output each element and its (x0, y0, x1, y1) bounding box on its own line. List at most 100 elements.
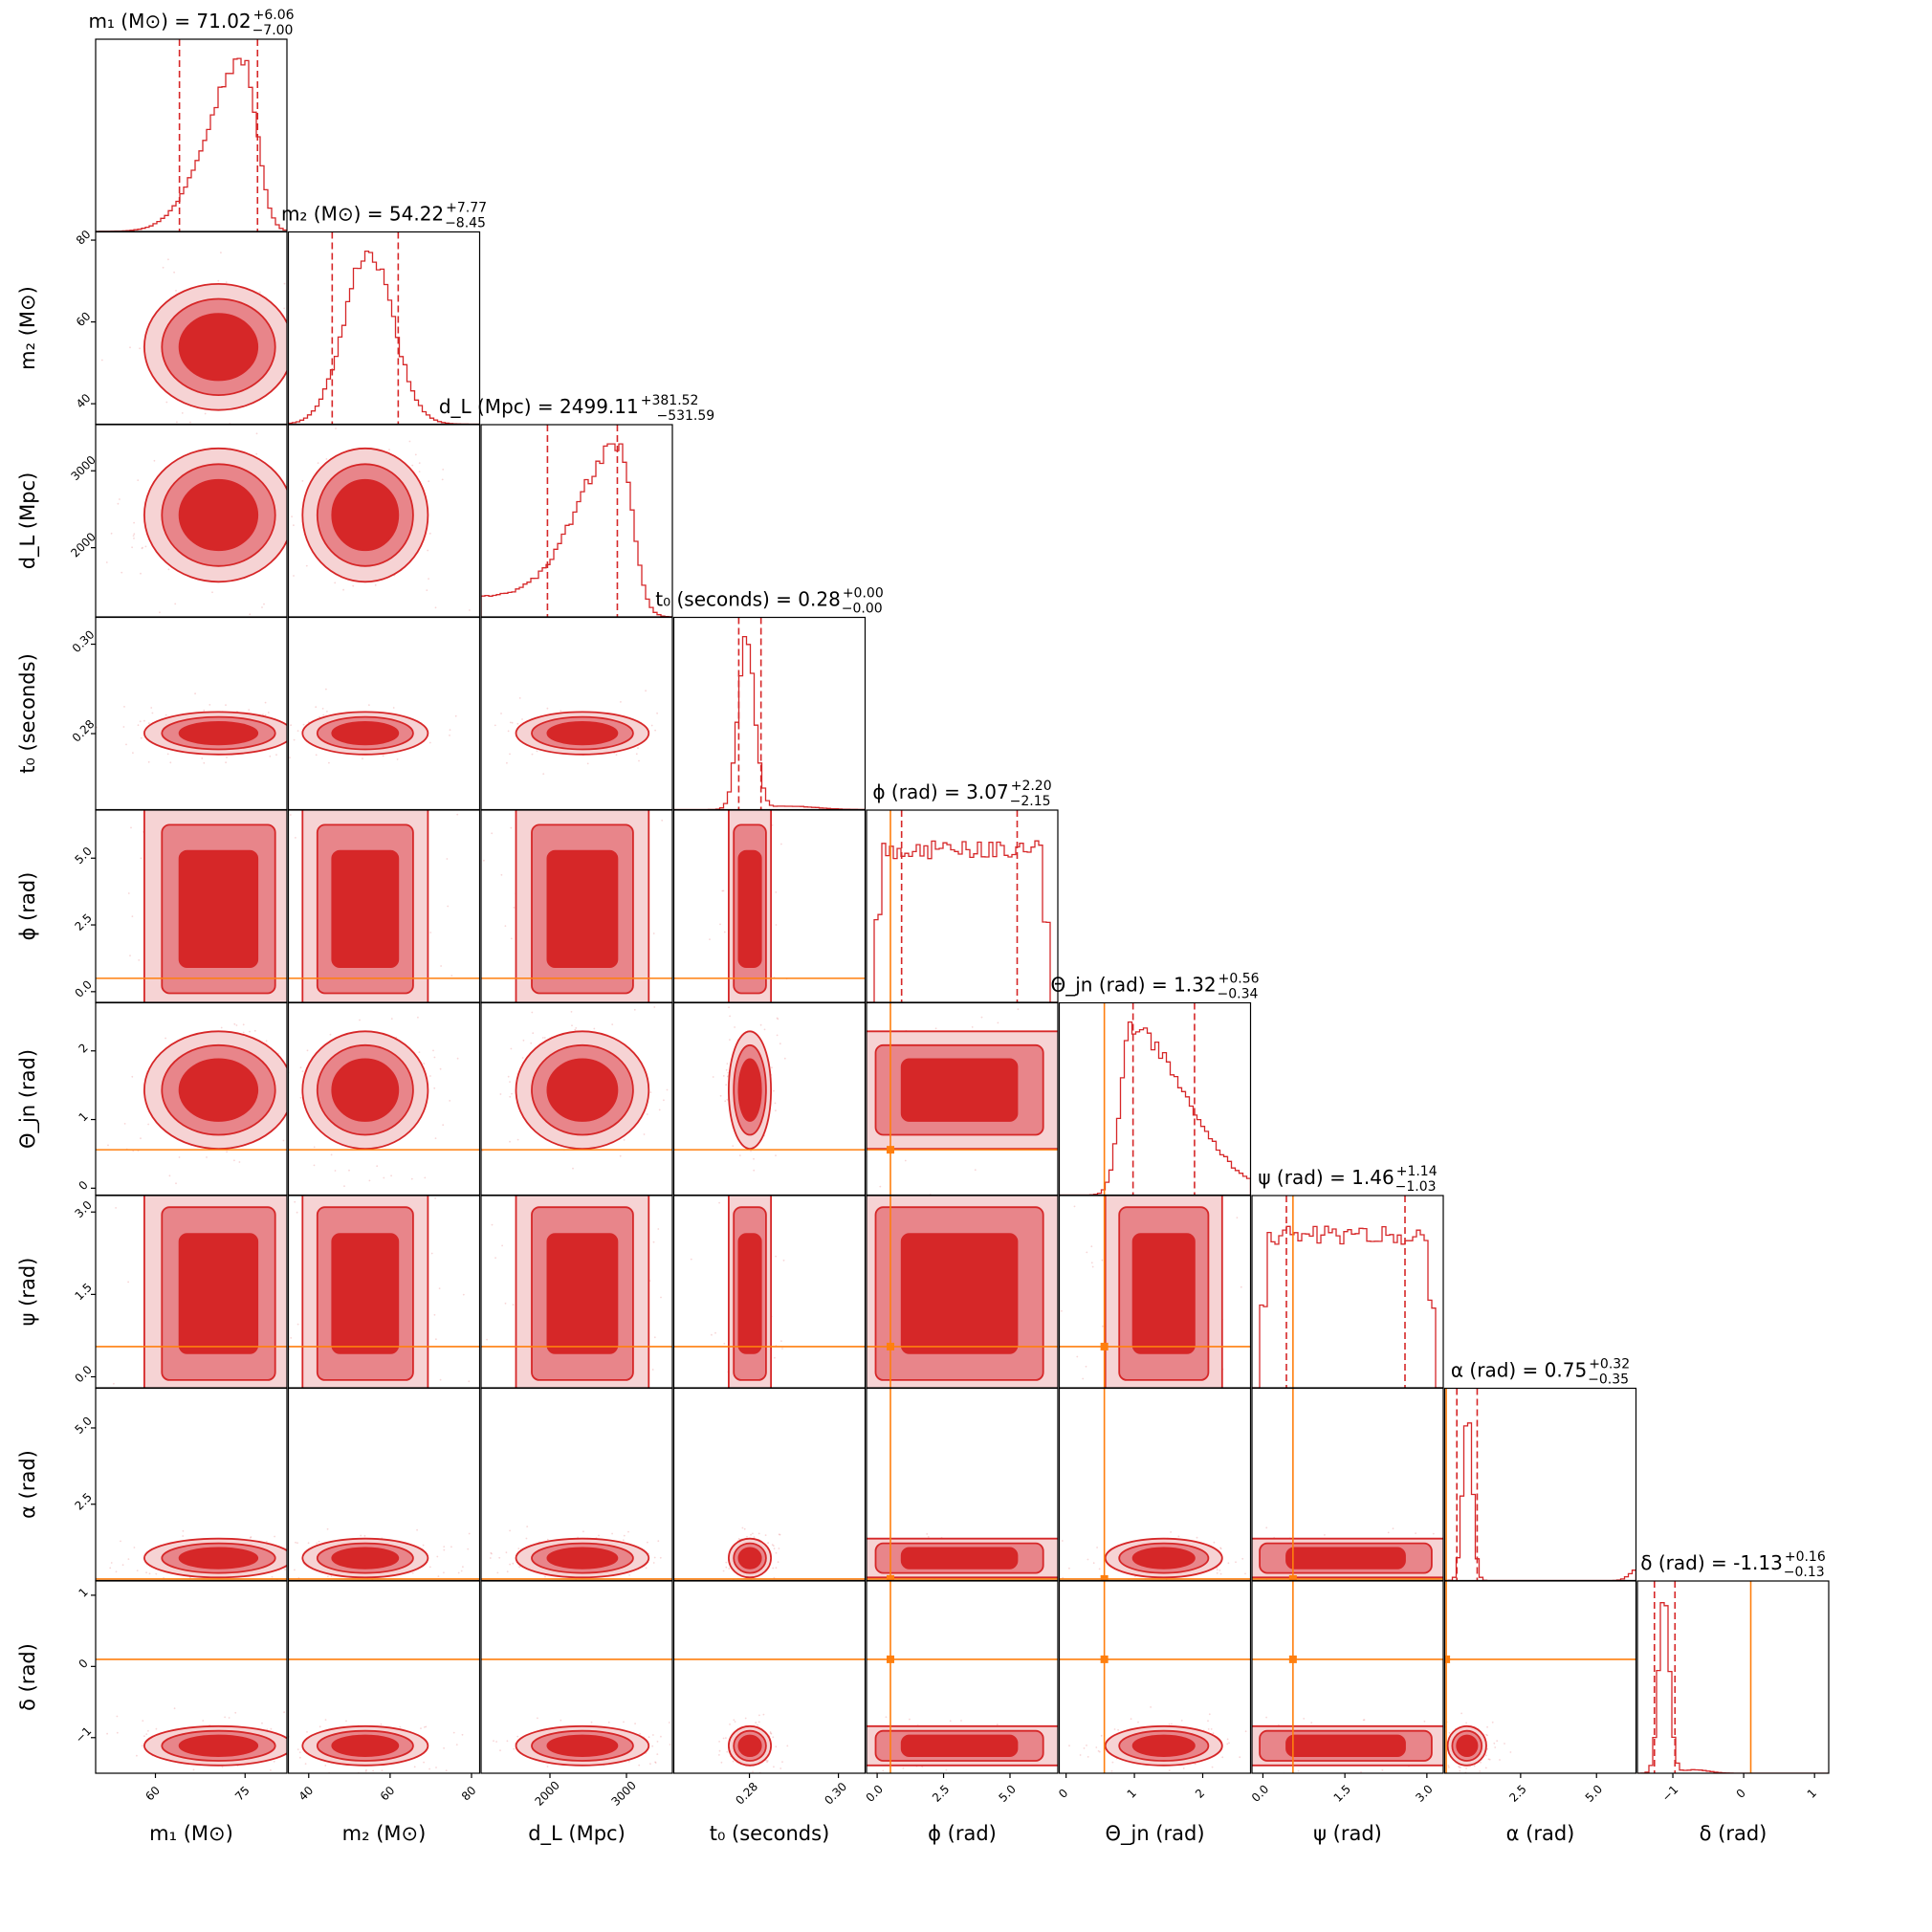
sample-point (306, 1731, 308, 1733)
sample-point (1137, 1084, 1139, 1086)
sample-point (650, 724, 653, 727)
panel-frame (672, 1580, 867, 1774)
sample-point (443, 1571, 445, 1574)
hist-panel-theta_jn: Θ_jn (rad) = 1.32 +0.56 −0.34 (1050, 972, 1260, 1197)
sample-point (645, 1567, 648, 1570)
sample-point (266, 1017, 268, 1019)
sample-point (491, 832, 494, 835)
sample-point (748, 1589, 750, 1591)
sample-point (771, 1544, 774, 1546)
sample-point (147, 1123, 150, 1126)
sample-point (1415, 1532, 1416, 1534)
xtick-label-phi: 2.5 (930, 1782, 952, 1804)
sample-point (423, 1063, 426, 1065)
ytick-label-dL: 3000 (68, 453, 98, 483)
sample-point (757, 774, 758, 776)
sample-point (623, 1139, 626, 1141)
sample-point (449, 729, 451, 731)
sample-point (368, 1179, 371, 1182)
panel-title-delta: δ (rad) = -1.13 +0.16 −0.13 (1640, 1549, 1826, 1580)
sample-point (315, 754, 318, 757)
scatter-panel-phi-alpha (866, 1387, 1059, 1582)
contour-c1 (331, 721, 400, 746)
sample-point (598, 1534, 600, 1537)
sample-point (102, 1778, 104, 1780)
sample-point (255, 1155, 257, 1157)
sample-point (1485, 1754, 1487, 1757)
sample-point (1392, 1527, 1394, 1530)
sample-point (462, 1293, 465, 1296)
sample-point (443, 1548, 446, 1551)
sample-point (313, 1164, 316, 1167)
sample-point (500, 713, 502, 714)
sample-point (509, 1081, 511, 1083)
contour-c1 (1456, 1734, 1479, 1758)
sample-point (737, 1538, 740, 1540)
sample-point (766, 1760, 769, 1762)
sample-point (433, 1087, 436, 1089)
sample-point (494, 724, 496, 727)
sample-point (752, 1770, 754, 1773)
sample-point (734, 1144, 735, 1146)
histogram-delta (1637, 1602, 1829, 1773)
sample-point (169, 761, 172, 764)
sample-point (627, 1530, 629, 1533)
sample-point (1238, 1527, 1240, 1529)
sample-point (526, 1526, 529, 1527)
sample-point (1017, 1008, 1020, 1011)
sample-point (433, 1313, 436, 1316)
sample-point (450, 1546, 452, 1548)
sample-point (769, 1732, 772, 1734)
sample-point (1098, 1568, 1101, 1570)
sample-point (509, 1095, 512, 1098)
sample-point (714, 1331, 716, 1334)
sample-point (923, 998, 925, 999)
scatter-panel-phi-theta_jn (866, 998, 1139, 1197)
sample-point (637, 747, 639, 750)
sample-point (268, 1166, 270, 1168)
truth-marker (1100, 1342, 1109, 1350)
sample-point (412, 1162, 414, 1164)
sample-point (711, 1333, 713, 1336)
sample-point (207, 1452, 209, 1454)
sample-point (330, 1575, 333, 1577)
sample-point (1258, 1417, 1260, 1419)
sample-point (654, 729, 656, 732)
sample-point (518, 1566, 520, 1569)
sample-point (242, 1031, 245, 1034)
sample-point (145, 1571, 148, 1574)
sample-point (904, 1159, 907, 1162)
sample-point (1100, 1124, 1102, 1126)
sample-point (1097, 1749, 1100, 1752)
sample-point (688, 733, 690, 735)
sample-point (1117, 1728, 1119, 1731)
panel-title-minus-theta_jn: −0.34 (1218, 987, 1259, 1002)
sample-point (1220, 1726, 1222, 1728)
sample-point (93, 995, 95, 997)
sample-point (993, 1464, 995, 1466)
sample-point (1240, 1562, 1242, 1564)
sample-point (445, 1769, 448, 1772)
sample-point (602, 1587, 604, 1589)
sample-point (384, 1168, 385, 1170)
sample-point (370, 1023, 372, 1025)
sample-point (227, 1394, 229, 1396)
sample-point (296, 1542, 298, 1545)
sample-point (1087, 1117, 1089, 1119)
sample-point (420, 1727, 422, 1729)
xlabel-delta: δ (rad) (1700, 1822, 1767, 1845)
sample-point (652, 1734, 654, 1736)
sample-point (1090, 1428, 1092, 1430)
sample-point (778, 1548, 780, 1549)
sample-point (486, 1338, 488, 1341)
sample-point (105, 561, 108, 563)
panel-title-minus-m1: −7.00 (252, 23, 294, 38)
sample-point (722, 889, 725, 892)
sample-point (1403, 1776, 1405, 1778)
sample-point (1091, 1265, 1094, 1268)
sample-point (690, 1560, 692, 1562)
sample-point (493, 1740, 494, 1742)
xtick-label-m1: 75 (232, 1784, 252, 1804)
sample-point (949, 1720, 952, 1723)
sample-point (274, 1535, 275, 1538)
